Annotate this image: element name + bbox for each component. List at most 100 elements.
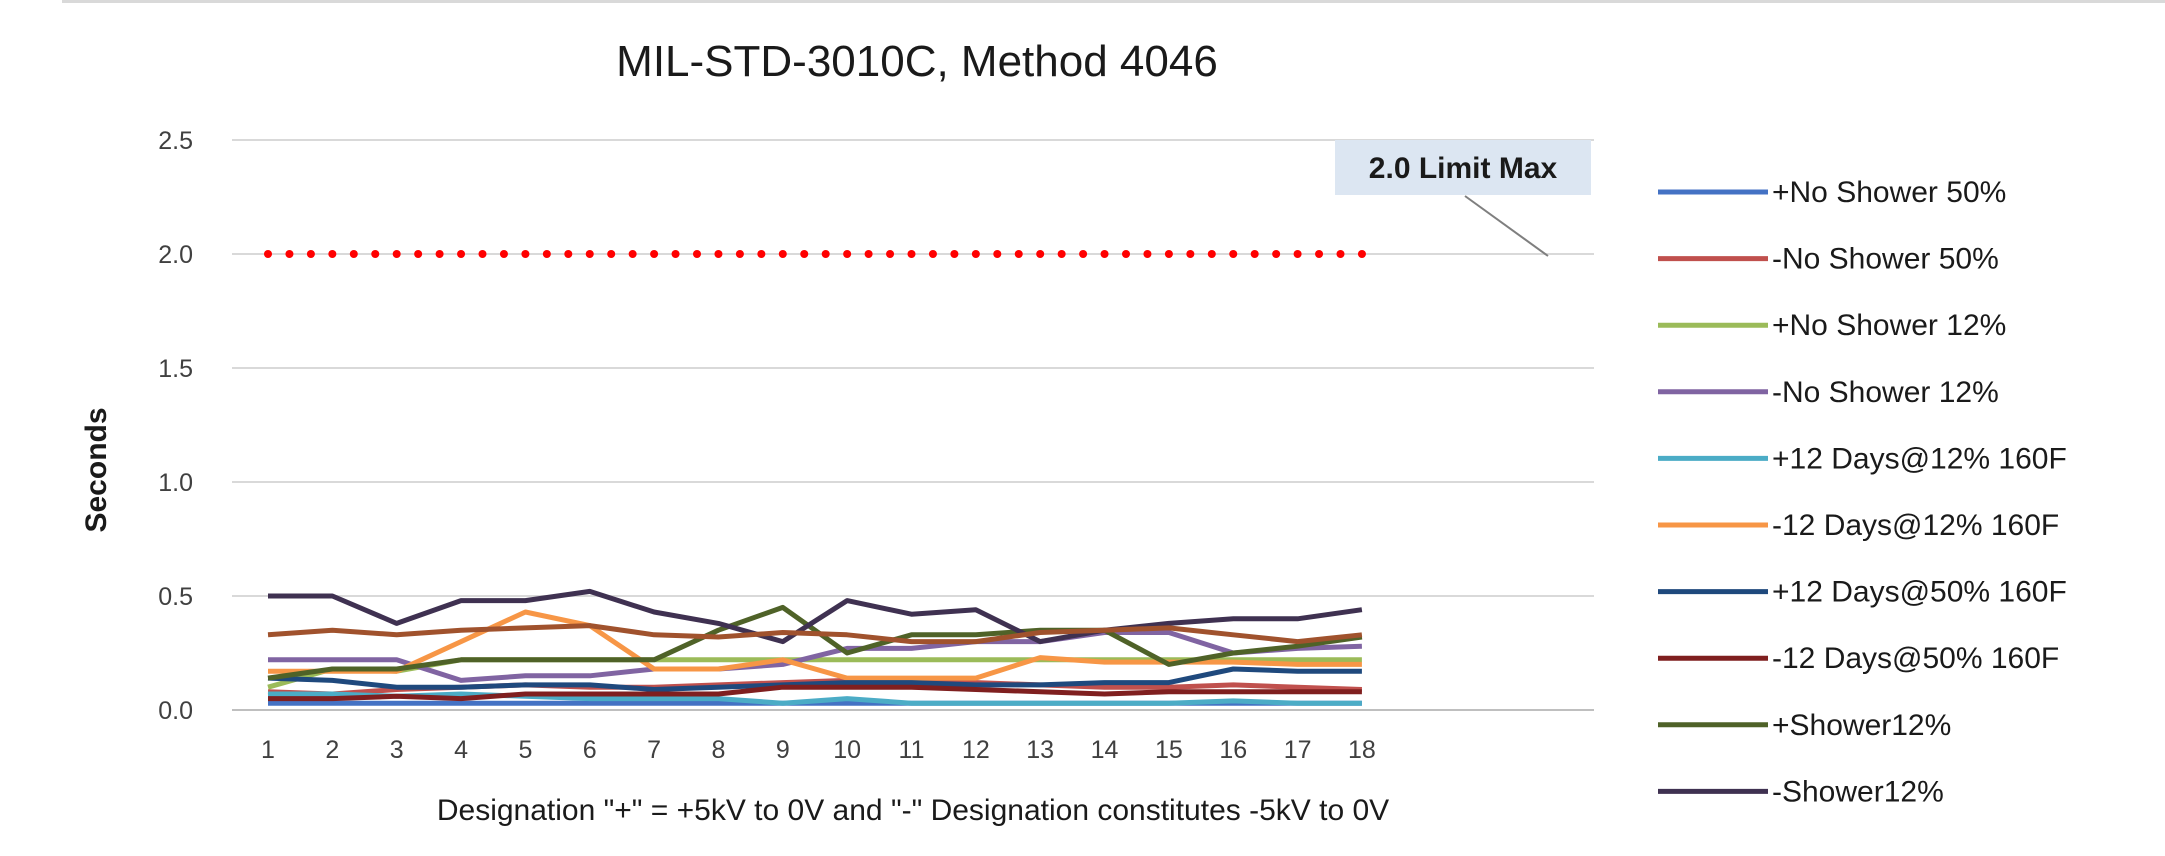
limit-dot	[349, 250, 358, 258]
limit-dot	[864, 250, 873, 258]
limit-dot	[371, 250, 380, 258]
limit-dot	[306, 250, 315, 258]
limit-dot	[1357, 250, 1366, 258]
y-tick-label: 0.5	[158, 583, 193, 611]
x-tick-label: 18	[1348, 736, 1376, 764]
limit-dot	[671, 250, 680, 258]
limit-dot	[264, 250, 272, 258]
limit-dot	[478, 250, 487, 258]
limit-dot	[392, 250, 401, 258]
series-line-6	[267, 666, 1362, 692]
limit-dot	[499, 250, 508, 258]
legend-label: +No Shower 50%	[1772, 176, 2006, 209]
y-tick-label: 2.0	[158, 241, 193, 269]
limit-callout: 2.0 Limit Max	[1335, 140, 1591, 257]
x-tick-label: 6	[583, 736, 597, 764]
x-tick-label: 2	[325, 736, 339, 764]
limit-dot	[1014, 250, 1023, 258]
limit-dot	[1207, 250, 1216, 258]
limit-dot	[285, 250, 294, 258]
limit-dot	[1143, 250, 1152, 258]
limit-dot	[735, 250, 744, 258]
x-axis-label: Designation "+" = +5kV to 0V and "-" Des…	[437, 794, 1389, 827]
x-tick-label: 14	[1091, 736, 1119, 764]
limit-dot	[435, 250, 444, 258]
limit-dot	[1079, 250, 1088, 258]
limit-dot	[1057, 250, 1066, 258]
limit-dot	[1186, 250, 1195, 258]
chart-title: MIL-STD-3010C, Method 4046	[616, 37, 1218, 86]
legend-label: +No Shower 12%	[1772, 309, 2006, 342]
x-tick-label: 11	[899, 736, 925, 764]
limit-dot	[907, 250, 916, 258]
limit-dot	[1036, 250, 1045, 258]
limit-dot	[585, 250, 594, 258]
series-line-7	[268, 684, 1362, 702]
series-line-4	[268, 691, 1362, 706]
series-line-3	[268, 630, 1362, 683]
limit-dot	[457, 250, 466, 258]
top-divider	[62, 0, 2165, 3]
legend: +No Shower 50% -No Shower 50% +No Shower 1…	[1658, 176, 2067, 808]
legend-label: +12 Days@12% 160F	[1772, 442, 2067, 475]
limit-dot	[1272, 250, 1281, 258]
legend-label: +Shower12%	[1772, 709, 1951, 742]
limit-dot	[607, 250, 616, 258]
y-tick-label: 0.0	[158, 697, 193, 725]
limit-dot	[693, 250, 701, 258]
limit-line-group	[264, 250, 1366, 258]
legend-label: -No Shower 50%	[1772, 243, 1999, 276]
limit-dot	[628, 250, 637, 258]
limit-dot	[778, 250, 787, 258]
limit-dot	[971, 250, 980, 258]
x-tick-label: 13	[1026, 736, 1054, 764]
y-axis: 0.0 0.5 1.0 1.5 2.0 2.5	[158, 127, 193, 725]
x-tick-label: 7	[647, 736, 661, 764]
limit-dot	[564, 250, 573, 258]
callout-box	[1335, 140, 1591, 195]
limit-dot	[1164, 250, 1173, 258]
legend-label: +12 Days@50% 160F	[1772, 576, 2067, 609]
x-tick-label: 16	[1219, 736, 1247, 764]
limit-dot	[928, 250, 937, 258]
legend-label: -12 Days@50% 160F	[1772, 642, 2059, 675]
limit-dot	[821, 250, 830, 258]
series-line-10	[267, 623, 1363, 645]
legend-label: -Shower12%	[1772, 775, 1944, 808]
x-tick-label: 5	[518, 736, 532, 764]
limit-dot	[414, 250, 423, 258]
callout-label: 2.0 Limit Max	[1369, 152, 1558, 185]
legend-label: -No Shower 12%	[1772, 376, 1999, 409]
x-tick-label: 15	[1155, 736, 1183, 764]
gridlines	[232, 139, 1594, 711]
limit-dot	[843, 250, 852, 258]
x-tick-label: 4	[454, 736, 468, 764]
x-tick-label: 12	[962, 736, 990, 764]
limit-dot	[1336, 250, 1345, 258]
x-axis: 1 2 3 4 5 6 7 8 9 10 11 12 13 14 15 16 17 18	[261, 736, 1376, 764]
limit-dot	[1229, 250, 1238, 258]
limit-dot	[757, 250, 766, 258]
x-tick-label: 1	[261, 736, 275, 764]
y-tick-label: 2.5	[158, 127, 193, 155]
limit-dot	[886, 250, 895, 258]
y-tick-label: 1.0	[158, 469, 193, 497]
limit-dot	[650, 250, 659, 258]
limit-dot	[950, 250, 959, 258]
limit-dot	[1293, 250, 1302, 258]
limit-dot	[328, 250, 337, 258]
x-tick-label: 3	[390, 736, 404, 764]
y-axis-label: Seconds	[80, 407, 113, 532]
legend-label: -12 Days@12% 160F	[1772, 509, 2059, 542]
limit-dot	[521, 250, 530, 258]
limit-dot	[1122, 250, 1130, 258]
limit-dot	[1100, 250, 1109, 258]
limit-dot	[714, 250, 723, 258]
x-tick-label: 10	[833, 736, 861, 764]
x-tick-label: 9	[776, 736, 790, 764]
series-line-9	[268, 588, 1363, 645]
limit-dot	[1315, 250, 1324, 258]
series-line-8	[267, 604, 1363, 681]
x-tick-label: 17	[1284, 736, 1312, 764]
